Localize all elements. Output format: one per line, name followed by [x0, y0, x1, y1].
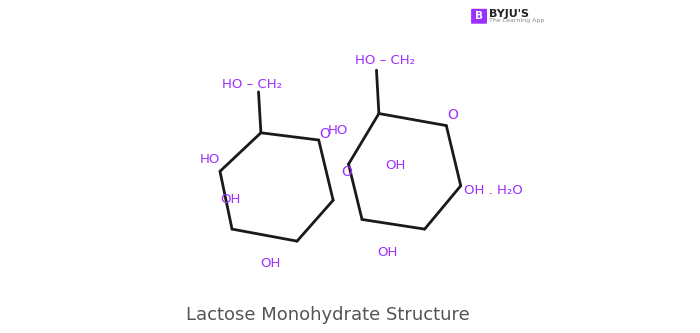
Text: HO: HO [199, 153, 220, 166]
Text: HO: HO [328, 124, 348, 137]
Text: O: O [447, 108, 458, 122]
FancyBboxPatch shape [471, 9, 487, 24]
Text: OH: OH [377, 246, 398, 259]
Text: OH: OH [220, 193, 240, 206]
Text: O: O [319, 127, 330, 141]
Text: OH: OH [385, 159, 405, 172]
Text: OH: OH [260, 257, 281, 270]
Text: B: B [475, 11, 483, 21]
Text: BYJU'S: BYJU'S [489, 9, 528, 19]
Text: O: O [341, 165, 352, 179]
Text: Lactose Monohydrate Structure: Lactose Monohydrate Structure [186, 306, 470, 324]
Text: HO – CH₂: HO – CH₂ [223, 78, 282, 91]
Text: HO – CH₂: HO – CH₂ [355, 54, 415, 67]
Text: OH . H₂O: OH . H₂O [464, 184, 523, 197]
Text: The Learning App: The Learning App [489, 18, 544, 23]
